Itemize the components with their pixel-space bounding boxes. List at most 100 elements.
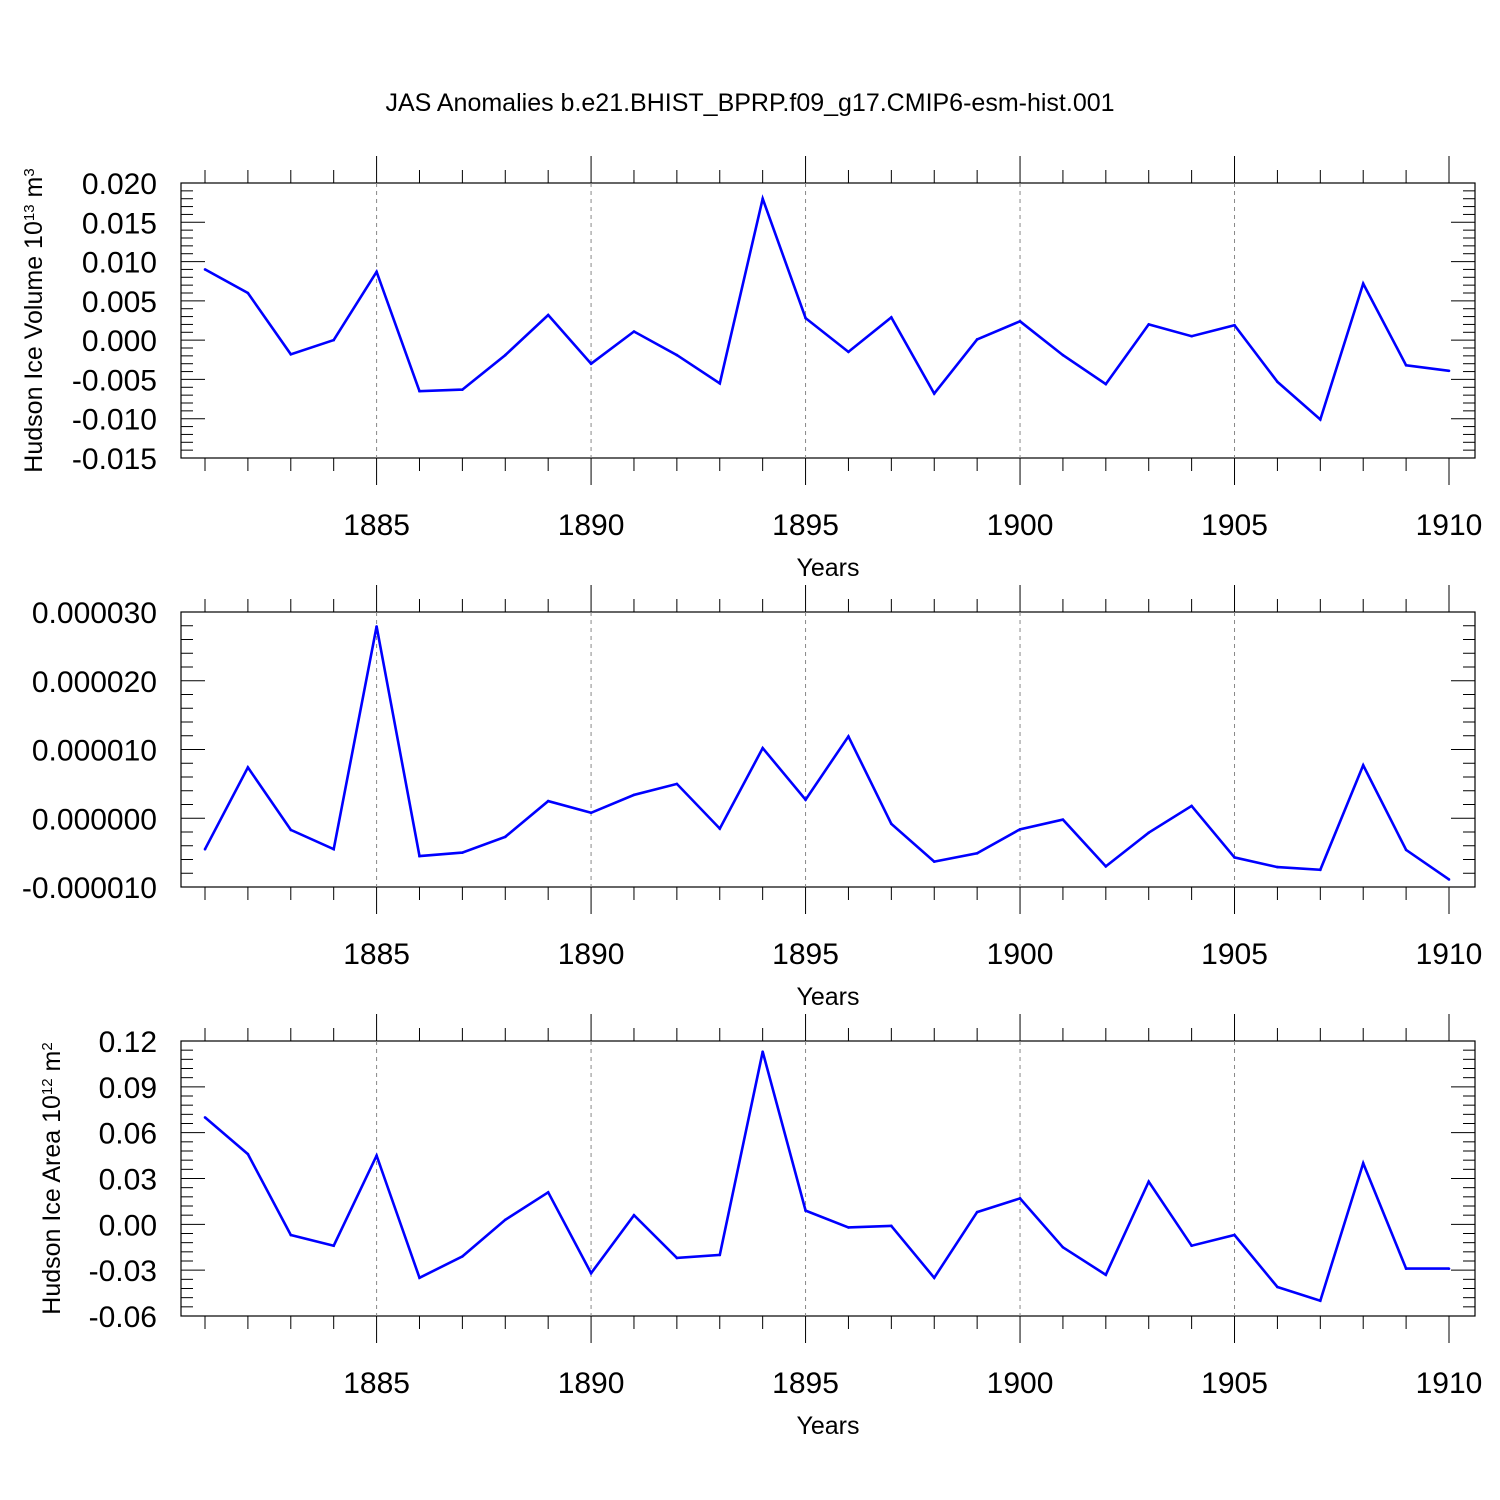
data-point-1891 [632,793,636,797]
data-point-1893 [718,382,722,385]
y-tick-label: 0.015 [82,207,157,240]
panel-3: 1885 1890 1895 1900 1905 1910 Years 0.12 0.09 0.0… [38,1014,1482,1440]
data-point-1900 [1018,319,1022,323]
y-tick-label: -0.005 [72,364,157,397]
data-point-1909 [1404,363,1408,367]
data-point-1909 [1404,1267,1408,1270]
y-tick-label: -0.000010 [22,872,157,905]
x-tick-label: 1905 [1201,509,1268,542]
y-axis-title-ylabel-prefix: Hudson Ice Area 10 [38,1095,66,1315]
y-axis-title-ylabel-unit: m [38,1051,66,1079]
x-tick-label: 1900 [987,509,1054,542]
panel-2: 1885 1890 1895 1900 1905 1910 Years 0.000030 0.0… [22,585,1482,1011]
data-point-1893 [718,1253,722,1257]
y-axis-title-ylabel-unit-exp: 3 [21,168,38,176]
data-point-1882 [246,766,250,769]
x-tick-label: 1905 [1201,938,1268,971]
data-point-1882 [246,1152,250,1156]
data-point-1908 [1361,1161,1365,1165]
y-axis-title-ylabel-exp: 12 [39,1078,56,1095]
x-tick-label: 1905 [1201,1367,1268,1400]
y-tick-label: 0.020 [82,168,157,201]
data-point-1900 [1018,827,1022,831]
x-tick-label: 1895 [772,938,839,971]
data-point-1910 [1447,369,1451,373]
data-point-1894 [761,746,764,750]
series-line [203,626,1450,881]
data-point-1903 [1147,831,1151,834]
data-point-1907 [1319,868,1322,872]
data-point-1881 [203,268,207,271]
panel-1: 1885 1890 1895 1900 1905 1910 Years 0.020 0.015 0… [20,156,1482,582]
data-point-1903 [1147,323,1151,326]
data-point-1898 [932,1276,936,1280]
y-tick-label: 0.09 [99,1072,157,1105]
y-tick-label: 0.000030 [32,597,157,630]
y-tick-label: 0.12 [99,1026,157,1059]
y-tick-label: 0.06 [99,1118,157,1151]
data-point-1896 [847,735,850,738]
data-point-1885 [375,270,378,274]
data-point-1899 [975,852,979,855]
data-point-1881 [203,1116,207,1119]
data-point-1907 [1319,418,1322,421]
data-point-1906 [1276,865,1279,869]
data-point-1895 [804,798,807,801]
data-point-1886 [418,389,421,393]
data-point-1910 [1447,1267,1451,1270]
y-axis-title: Hudson Ice Area 1012 m2 [38,1042,66,1314]
data-point-1894 [761,1050,764,1053]
data-point-1891 [632,1213,636,1217]
data-point-1903 [1147,1180,1151,1183]
y-tick-label: 0.000020 [32,666,157,699]
x-tick-label: 1900 [987,1367,1054,1400]
data-point-1885 [375,1154,378,1157]
data-point-1896 [847,350,850,354]
data-point-1884 [332,338,335,342]
data-point-1892 [675,353,679,357]
x-tick-label: 1910 [1416,1367,1483,1400]
data-point-1887 [461,851,464,854]
data-point-1900 [1018,1197,1022,1200]
data-point-1883 [289,352,293,356]
data-point-1889 [546,799,550,803]
data-point-1908 [1361,764,1365,767]
data-point-1909 [1404,848,1408,852]
x-tick-label: 1910 [1416,509,1483,542]
data-point-1894 [761,197,764,201]
data-point-1902 [1104,865,1108,868]
y-tick-label: 0.005 [82,286,157,319]
data-point-1896 [847,1226,850,1229]
plot-frame [180,182,1476,459]
data-point-1887 [461,1255,464,1258]
y-tick-label: 0.00 [99,1209,157,1242]
data-point-1888 [503,1218,507,1222]
data-point-1888 [503,835,507,839]
x-tick-label: 1890 [558,1367,625,1400]
data-point-1883 [289,1233,293,1237]
data-point-1890 [589,362,593,366]
y-tick-label: 0.03 [99,1164,157,1197]
data-point-1889 [546,313,550,317]
data-point-1901 [1061,353,1065,357]
x-tick-label: 1885 [343,509,410,542]
data-point-1882 [246,291,250,295]
data-point-1899 [975,338,979,341]
y-axis-title-ylabel-unit-exp: 2 [39,1042,56,1050]
data-point-1907 [1319,1299,1322,1303]
panels: 1885 1890 1895 1900 1905 1910 Years 0.020 0.015 0… [20,156,1482,1440]
y-axis-title: Hudson Ice Volume 1013 m3 [20,168,48,472]
plot-frame [180,1040,1476,1317]
data-point-1898 [932,392,936,395]
data-point-1892 [675,1256,679,1260]
data-point-1898 [932,860,936,863]
data-point-1890 [589,811,593,815]
data-point-1897 [890,1224,893,1228]
data-point-1910 [1447,878,1451,881]
data-point-1892 [675,782,679,786]
x-axis-title: Years [796,1412,859,1440]
data-point-1885 [375,625,378,628]
series-line [204,1051,1449,1303]
y-tick-label: 0.000010 [32,735,157,768]
